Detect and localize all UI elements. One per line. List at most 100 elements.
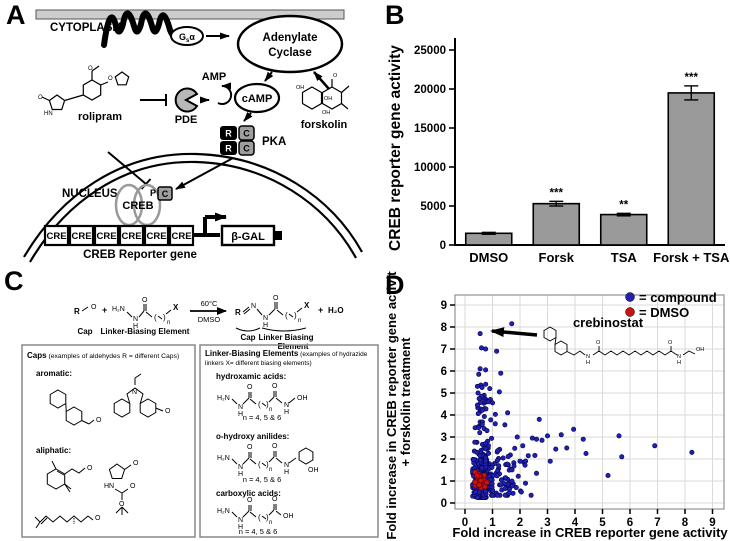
panel-d-label: D [385, 270, 405, 300]
pde-label: PDE [175, 114, 198, 126]
b-ytick-label: 10000 [414, 162, 446, 174]
point-compound [534, 436, 540, 442]
svg-text:Linker-Biasing Element: Linker-Biasing Element [101, 327, 190, 336]
point-compound [506, 490, 512, 496]
svg-text:CRE: CRE [46, 231, 66, 242]
svg-text:O: O [119, 501, 125, 508]
svg-text:N: N [284, 462, 289, 469]
point-compound [483, 381, 489, 387]
caps-box-title: Caps (examples of aldehydes R = differen… [27, 351, 179, 360]
inhibit-line-2 [107, 151, 147, 185]
svg-text:+: + [102, 305, 107, 315]
svg-text:N: N [133, 316, 138, 323]
point-compound [580, 436, 586, 442]
significance-Forsk + TSA: *** [685, 72, 699, 84]
svg-text:H₂N: H₂N [112, 306, 125, 313]
point-compound [477, 430, 483, 436]
point-compound [528, 492, 534, 498]
svg-text:H: H [284, 469, 289, 476]
b-category-label: Forsk + TSA [653, 250, 730, 265]
rolipram-ocp-o: O [108, 76, 113, 82]
svg-text:(: ( [258, 513, 261, 522]
forskolin-structure [301, 79, 350, 110]
svg-text:(: ( [258, 400, 261, 409]
point-compound [473, 489, 479, 495]
n-range-1: n = 4, 5 & 6 [243, 413, 282, 422]
point-compound [479, 385, 485, 391]
phospho-label: P [150, 188, 156, 198]
d-ylabel-2: + forskolin treatment [398, 337, 413, 467]
svg-text:CRE: CRE [71, 231, 91, 242]
d-ytick-label: 2 [441, 454, 447, 466]
svg-text:O: O [247, 497, 253, 504]
legend-label-compound: = compound [639, 290, 717, 305]
anilide-structure [231, 447, 314, 467]
bar-DMSO [464, 232, 513, 246]
svg-text:N: N [238, 517, 243, 524]
point-compound [475, 390, 481, 396]
point-compound [479, 345, 485, 351]
caps-box [21, 344, 196, 538]
svg-text:N: N [132, 389, 137, 396]
receptor-coil [101, 10, 184, 48]
d-ytick-label: 5 [441, 388, 448, 400]
svg-text:DMSO: DMSO [198, 315, 221, 324]
n-range-2: n = 4, 5 & 6 [243, 475, 282, 484]
svg-text:H: H [263, 322, 268, 329]
crebinostat-label: crebinostat [573, 315, 644, 330]
svg-text:N: N [284, 402, 289, 409]
panel-b-label: B [385, 0, 405, 30]
carboxylic-structure [231, 504, 282, 520]
pka-c1: C [243, 129, 250, 139]
point-compound [505, 410, 511, 416]
point-compound [500, 455, 506, 461]
rolipram-structure [41, 65, 130, 111]
svg-text:CRE: CRE [121, 231, 141, 242]
svg-text:O: O [273, 295, 279, 302]
point-compound [492, 421, 498, 427]
point-compound [479, 407, 485, 413]
point-compound [481, 413, 487, 419]
svg-text:): ) [266, 400, 269, 409]
bar-Forsk + TSA [667, 92, 716, 246]
svg-text:n: n [269, 407, 272, 413]
point-compound [502, 492, 508, 498]
point-compound [471, 457, 477, 463]
bgal-label: β-GAL [231, 231, 265, 243]
pka-to-nucleus-arrow [175, 157, 234, 190]
point-compound [539, 437, 545, 443]
point-compound [475, 411, 481, 417]
point-compound [496, 463, 502, 469]
svg-text:O: O [247, 444, 253, 451]
b-category-label: TSA [611, 250, 638, 265]
biphenyl-aldehyde [49, 389, 95, 426]
point-compound [505, 454, 511, 460]
rolipram-label: rolipram [78, 111, 122, 123]
svg-text:Element: Element [277, 342, 308, 351]
svg-text:O: O [247, 384, 253, 391]
svg-text:(: ( [285, 311, 288, 320]
pka-complex: R C R C [220, 125, 255, 156]
point-compound [494, 473, 500, 479]
svg-text:Cap: Cap [240, 333, 255, 342]
d-ytick-label: 3 [441, 432, 447, 444]
pka-r2: R [225, 144, 232, 154]
camp-to-pka-arrow [243, 111, 253, 122]
point-compound [483, 458, 489, 464]
point-compound [523, 458, 529, 464]
creb-struct-o2: O [668, 340, 673, 346]
significance-Forsk: *** [550, 187, 564, 199]
cre-boxes: CRE CRE CRE CRE CRE CRE [43, 224, 195, 247]
point-compound [523, 480, 529, 486]
point-compound [583, 451, 589, 457]
scatter-points [470, 321, 695, 501]
nuclear-envelope-inner [29, 160, 357, 263]
lbe-box-title: Linker-Biasing Elements (examples of hyd… [205, 349, 368, 358]
svg-text:H: H [238, 471, 243, 478]
creb-struct-o1: O [596, 340, 601, 346]
adenylate-label: Adenylate [263, 32, 318, 44]
svg-text:OH: OH [283, 513, 294, 520]
d-xtick-label: 6 [627, 517, 633, 529]
point-compound [490, 400, 496, 406]
point-compound [547, 458, 553, 464]
